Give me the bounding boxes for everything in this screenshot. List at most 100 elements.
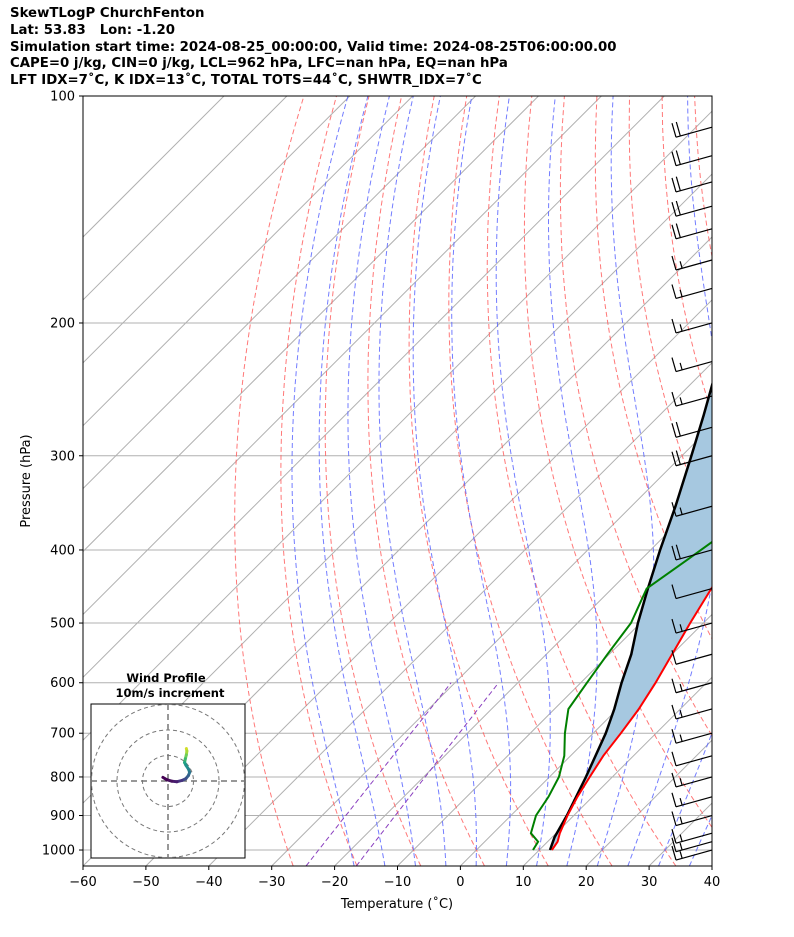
header-location: Lat: 53.83 Lon: -1.20 [10,22,176,38]
barb-flag [675,450,681,465]
wind-barb [671,223,713,240]
barb-flag [675,223,681,238]
isotherm-line [83,96,288,301]
x-tick-label: 30 [641,875,658,890]
isotherm-line [83,96,665,679]
dry-adiabat [760,96,794,866]
wind-barb [671,729,713,744]
isotherm-line [397,550,712,866]
moist-adiabat [548,96,598,866]
x-tick-label: −10 [384,875,411,890]
wind-barb [671,584,713,600]
wind-barb [671,751,713,767]
moist-adiabat [412,96,477,866]
temperature-line [551,585,712,851]
barb-flag [675,421,681,437]
y-tick-label: 600 [50,676,75,691]
barb-staff [675,755,713,767]
barb-half-flag [679,324,683,332]
moist-adiabat [627,96,712,866]
barb-flag [671,772,677,788]
dry-adiabat [727,96,794,866]
isotherm-line [83,96,351,364]
isotherm-line [648,802,712,866]
chart-header: SkewTLogP ChurchFenton Lat: 53.83 Lon: -1… [10,6,617,90]
barb-flag [671,224,677,239]
barb-flag [671,423,677,438]
dry-adiabat [367,96,485,866]
x-tick-label: −40 [195,875,222,890]
wind-barb [671,284,713,300]
y-tick-label: 900 [50,809,75,824]
barb-half-flag [679,683,683,692]
isotherm-line [334,487,712,866]
wind-barb [671,255,713,271]
barb-flag [671,678,677,693]
barb-flag [675,150,681,165]
moist-adiabat [318,96,386,866]
barb-flag [671,792,677,807]
barb-half-flag [679,710,683,718]
isotherm-line [83,96,602,616]
barb-flag [671,451,677,466]
barb-flag [671,829,677,844]
barb-staff [675,126,713,138]
dry-adiabat [234,96,305,866]
y-tick-label: 300 [50,449,75,464]
parcel-area-shading [550,385,712,850]
x-axis-title: Temperature (˚C) [340,896,453,912]
dry-adiabat [324,96,422,866]
inset-title-1: Wind Profile [126,671,206,685]
wind-barb [671,837,713,853]
barb-flag [675,544,681,559]
moist-adiabat [378,96,447,866]
barb-staff [675,228,713,240]
barb-half-flag [679,851,683,859]
dry-adiabat [559,96,712,737]
x-tick-label: 20 [578,875,595,890]
barb-flag [671,151,677,166]
y-axis-title: Pressure (hPa) [19,434,34,527]
wind-barb [671,678,713,694]
wind-barb [671,176,713,193]
barb-half-flag [679,797,683,806]
barb-flag [675,176,681,191]
barb-staff [675,549,713,561]
isotherm-line [83,96,539,553]
barb-half-flag [679,624,683,632]
barb-half-flag [679,734,683,742]
barb-flag [671,704,677,720]
header-title: SkewTLogP ChurchFenton [10,6,205,21]
wind-barbs [671,121,713,861]
barb-half-flag [679,834,683,842]
wind-barb [671,618,713,634]
barb-flag [675,121,681,137]
wind-barb [671,650,713,665]
barb-flag [671,584,677,599]
moist-adiabat [658,731,712,866]
barb-flag [671,391,677,407]
barb-flag [671,357,677,372]
y-tick-label: 500 [50,617,75,632]
dry-adiabat [408,96,549,866]
barb-flag [671,502,677,517]
barb-staff [675,155,713,167]
x-tick-label: −60 [69,875,96,890]
barb-flag [675,200,681,216]
barb-flag [671,318,677,334]
isotherm-line [711,865,712,866]
wind-barb [671,772,713,788]
barb-staff [675,587,713,600]
header-times: Simulation start time: 2024-08-25_00:00:… [10,39,617,55]
barb-half-flag [679,778,683,786]
barb-flag [671,811,677,826]
dry-adiabat [280,96,358,866]
barb-flag [671,177,677,193]
barb-staff [675,455,713,467]
background-grid [83,96,794,866]
wind-profile-inset: Wind Profile 10m/s increment [90,671,246,859]
wind-barb [671,450,713,467]
isotherm-line [145,299,712,866]
dewpoint-line [529,540,712,851]
x-tick-label: 40 [704,875,721,890]
